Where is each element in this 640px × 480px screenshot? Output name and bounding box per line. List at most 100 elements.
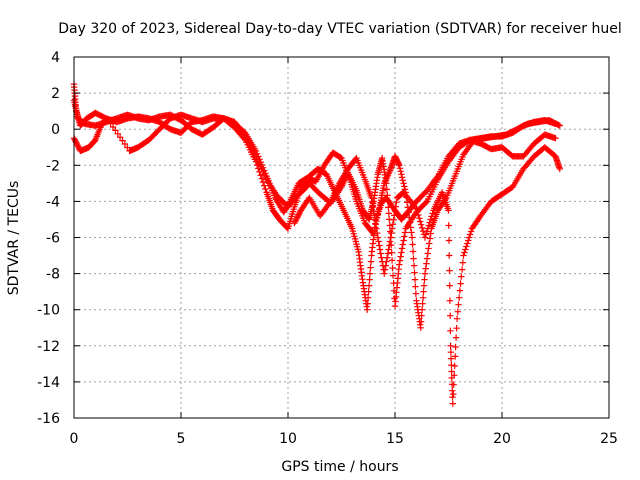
data-point-marker: [418, 312, 425, 319]
data-point-marker: [452, 343, 459, 351]
data-point-marker: [465, 237, 472, 244]
data-point-marker: [258, 175, 265, 182]
data-point-marker: [409, 248, 417, 255]
data-point-marker: [389, 221, 397, 228]
data-point-marker: [401, 183, 408, 190]
data-point-marker: [418, 318, 425, 325]
data-point-marker: [370, 207, 377, 215]
data-point-marker: [450, 390, 457, 398]
data-point-marker: [421, 276, 428, 283]
data-point-marker: [374, 229, 381, 237]
data-point-marker: [383, 186, 391, 193]
data-point-marker: [450, 381, 457, 388]
data-point-marker: [424, 250, 431, 257]
data-point-marker: [391, 295, 398, 302]
data-point-marker: [421, 234, 429, 241]
data-point-marker: [420, 288, 427, 295]
data-point-marker: [388, 249, 395, 256]
data-point-marker: [423, 260, 430, 267]
data-point-marker: [377, 250, 384, 257]
data-point-marker: [428, 213, 435, 220]
data-point-marker: [373, 217, 380, 225]
data-point-marker: [462, 246, 469, 253]
data-point-marker: [415, 211, 422, 219]
data-point-marker: [449, 387, 456, 394]
y-tick-label: 0: [51, 122, 60, 138]
data-point-marker: [371, 224, 379, 231]
series-track-4: [291, 144, 563, 407]
y-tick-label: -8: [46, 267, 60, 283]
data-point-marker: [448, 361, 455, 369]
data-point-marker: [376, 205, 383, 212]
data-point-marker: [388, 229, 395, 237]
data-point-marker: [398, 249, 405, 256]
data-point-marker: [396, 162, 403, 169]
data-point-marker: [386, 242, 393, 249]
data-point-marker: [413, 205, 420, 212]
data-point-marker: [392, 203, 399, 210]
data-point-marker: [411, 269, 418, 276]
data-point-marker: [447, 355, 455, 362]
data-point-marker: [399, 241, 406, 248]
data-point-marker: [458, 266, 466, 273]
data-point-marker: [452, 353, 459, 360]
y-tick-label: -2: [46, 158, 60, 174]
data-point-marker: [552, 135, 559, 142]
data-point-marker: [425, 222, 432, 229]
data-point-marker: [418, 306, 426, 313]
data-point-marker: [447, 327, 454, 334]
y-tick-label: -12: [37, 339, 60, 355]
data-point-marker: [107, 120, 114, 127]
x-tick-labels: 0 5 10 15 20 25: [70, 431, 618, 447]
data-point-marker: [456, 287, 464, 294]
data-point-marker: [409, 241, 416, 248]
data-point-marker: [71, 136, 78, 143]
data-point-marker: [447, 349, 455, 356]
data-point-marker: [556, 122, 563, 129]
data-point-marker: [373, 225, 380, 232]
data-point-marker: [448, 368, 455, 375]
data-point-marker: [73, 140, 81, 147]
data-point-marker: [398, 171, 405, 178]
data-point-marker: [381, 270, 388, 277]
x-tick-label: 10: [279, 431, 297, 447]
data-point-marker: [453, 315, 461, 322]
series-track-1: [70, 80, 559, 313]
data-point-marker: [367, 258, 375, 265]
data-point-marker: [458, 273, 465, 280]
data-point-marker: [385, 204, 392, 211]
data-point-marker: [374, 211, 382, 218]
data-point-marker: [446, 282, 453, 289]
data-point-marker: [397, 253, 404, 260]
data-point-marker: [388, 257, 396, 264]
x-tick-label: 15: [386, 431, 404, 447]
data-point-marker: [447, 312, 454, 319]
data-point-marker: [425, 245, 432, 252]
data-point-marker: [556, 165, 563, 173]
data-point-marker: [371, 216, 379, 224]
chart-title: Day 320 of 2023, Sidereal Day-to-day VTE…: [58, 21, 621, 37]
data-point-marker: [404, 204, 411, 211]
data-point-marker: [424, 225, 431, 232]
data-point-marker: [422, 231, 430, 238]
data-point-marker: [364, 294, 372, 301]
y-tick-label: -10: [37, 303, 60, 319]
data-point-marker: [419, 294, 427, 301]
data-point-marker: [240, 130, 248, 137]
data-point-marker: [466, 231, 474, 238]
data-point-marker: [456, 294, 463, 301]
data-point-marker: [400, 237, 407, 244]
data-point-marker: [391, 207, 399, 215]
data-point-marker: [369, 203, 377, 210]
data-point-marker: [261, 182, 268, 189]
data-point-marker: [384, 250, 392, 257]
x-tick-label: 25: [600, 431, 618, 447]
data-point-marker: [423, 255, 431, 262]
data-point-marker: [121, 140, 129, 148]
data-point-marker: [371, 212, 378, 219]
data-point-marker: [412, 290, 420, 297]
y-tick-label: -4: [46, 194, 60, 210]
data-point-marker: [365, 288, 372, 295]
data-point-marker: [414, 208, 421, 215]
data-point-marker: [366, 270, 374, 277]
